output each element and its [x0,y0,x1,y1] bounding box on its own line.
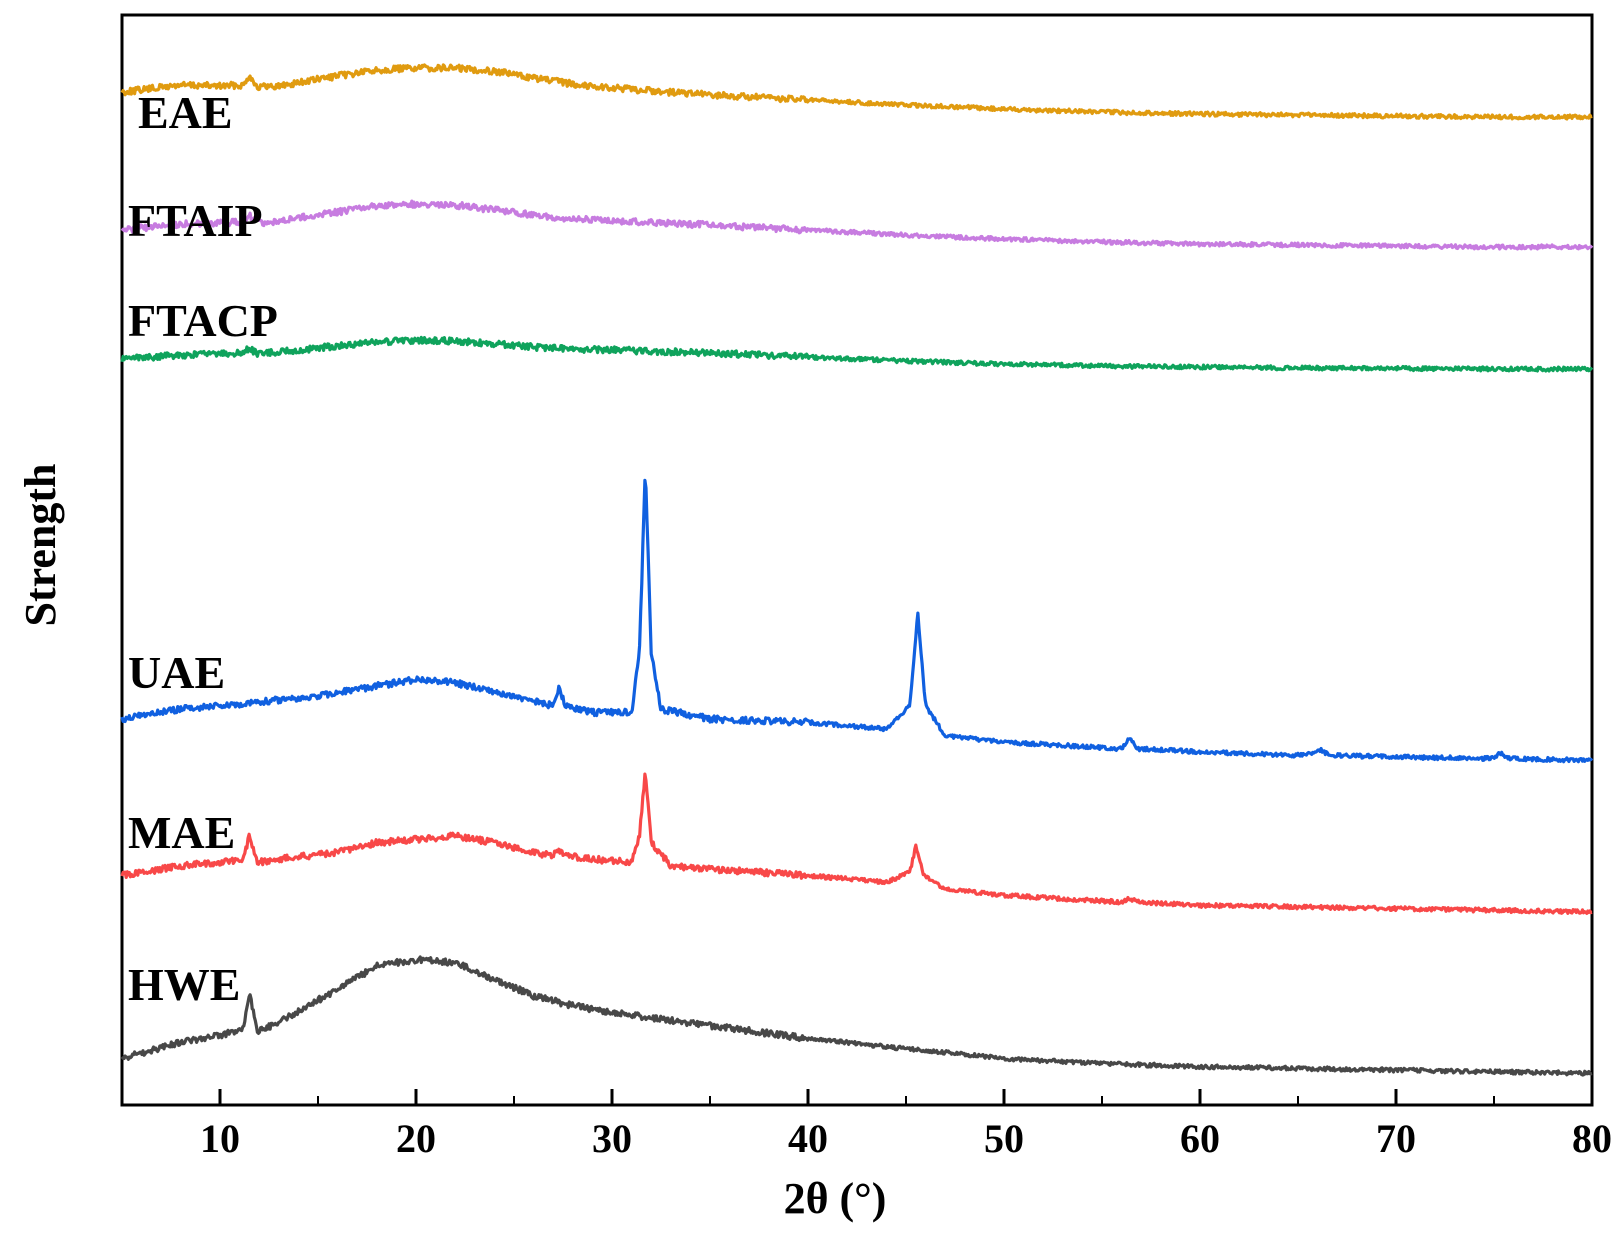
x-axis-title: 2θ (°) [784,1174,887,1223]
series-line-mae [120,772,1593,915]
x-tick-label: 10 [200,1116,240,1161]
plot-frame [120,13,1594,1107]
x-tick-label: 40 [788,1116,828,1161]
series-label-hwe: HWE [128,959,240,1010]
x-tick-label: 60 [1180,1116,1220,1161]
x-tick-label: 70 [1376,1116,1416,1161]
series-line-ftacp [120,335,1594,373]
x-tick-label: 80 [1572,1116,1612,1161]
x-tick-label: 30 [592,1116,632,1161]
series-line-ftaip [120,199,1594,251]
x-tick-label: 50 [984,1116,1024,1161]
series-label-mae: MAE [128,807,235,858]
series-line-eae [120,63,1593,121]
x-tick-label: 20 [396,1116,436,1161]
series-label-eae: EAE [138,87,233,138]
series-line-uae [120,478,1594,764]
series-group [120,63,1594,1077]
series-label-uae: UAE [128,647,225,698]
series-label-ftacp: FTACP [128,295,278,346]
y-axis-title: Strength [16,464,65,627]
series-labels: EAE FTAIP FTACP UAE MAE HWE [128,87,278,1010]
x-ticks: 10 20 30 40 50 60 70 80 [200,1089,1612,1161]
series-line-hwe [120,955,1593,1077]
series-label-ftaip: FTAIP [128,195,263,246]
